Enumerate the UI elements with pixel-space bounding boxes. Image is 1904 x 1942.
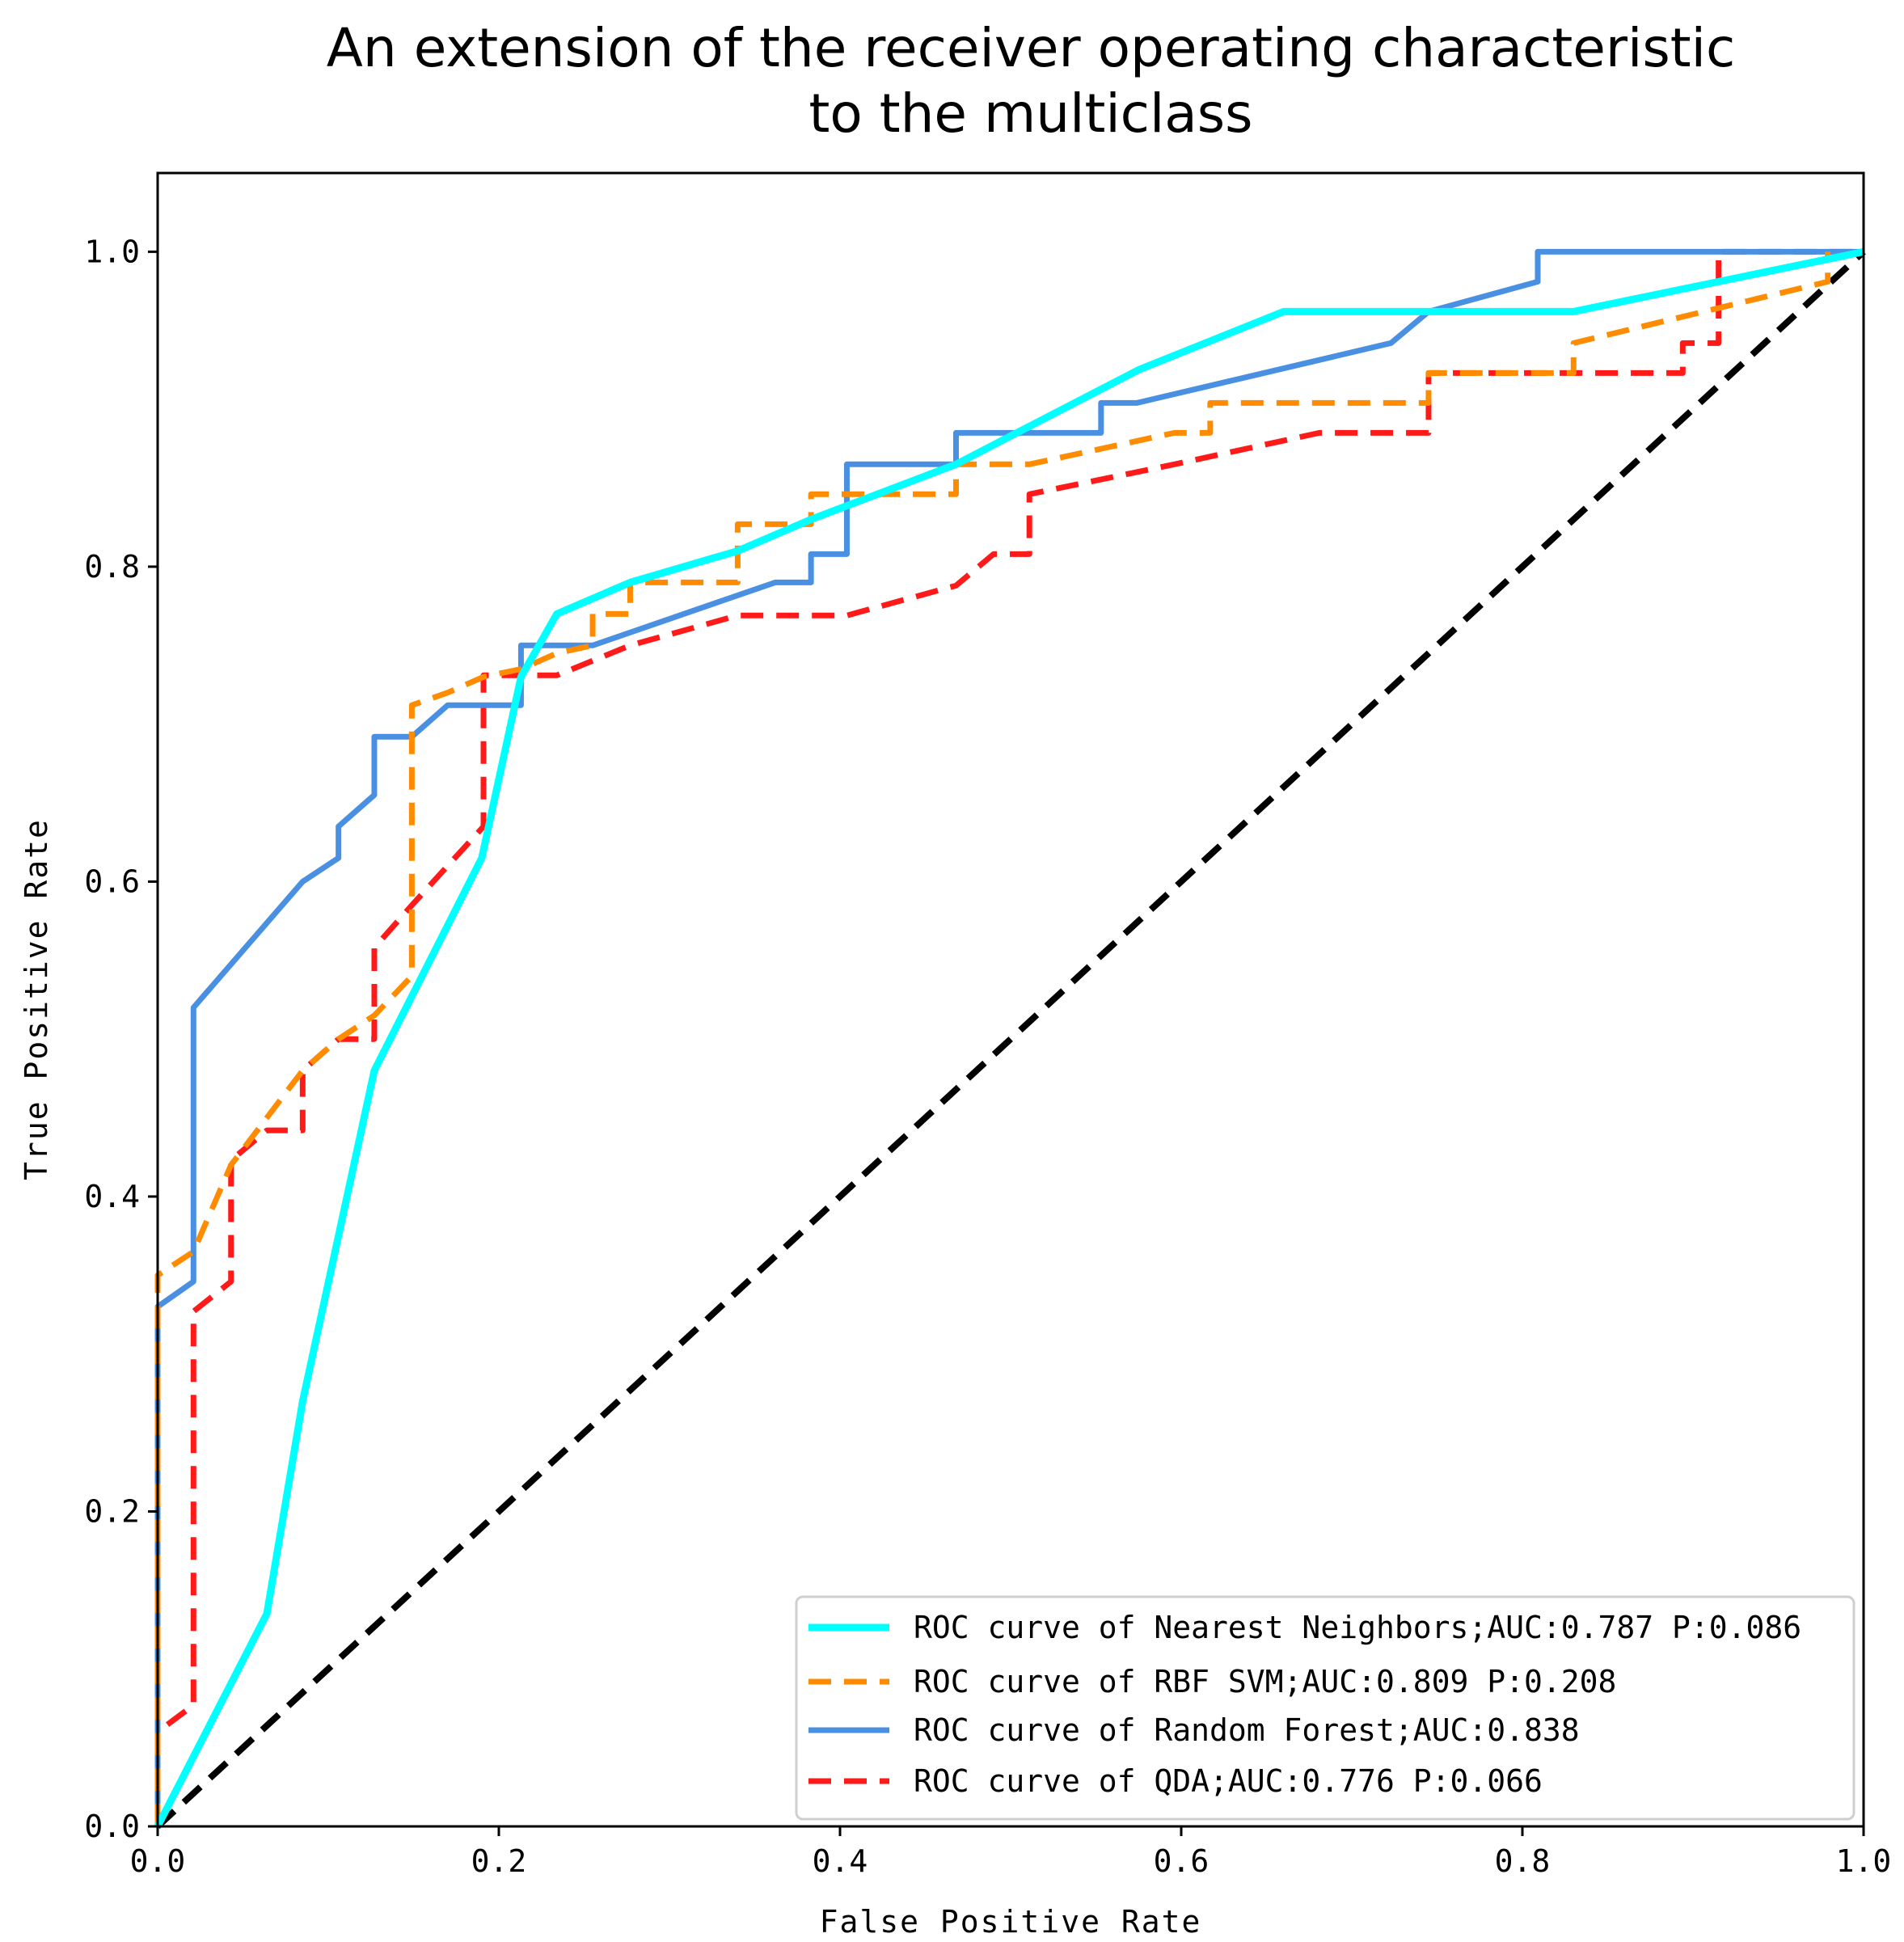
series-layer xyxy=(154,247,1866,1829)
legend-label-1: ROC curve of RBF SVM;AUC:0.809 P:0.208 xyxy=(914,1664,1616,1699)
series-line-2 xyxy=(154,248,1864,1826)
y-tick-label: 1.0 xyxy=(84,234,140,269)
x-axis-label: False Positive Rate xyxy=(820,1904,1202,1940)
chart-title-line-2: to the multiclass xyxy=(808,82,1252,145)
y-tick-label: 0.2 xyxy=(84,1493,140,1529)
y-tick-label: 0.6 xyxy=(84,863,140,899)
x-tick-label: 0.8 xyxy=(1495,1843,1551,1879)
legend-label-0: ROC curve of Nearest Neighbors;AUC:0.787… xyxy=(914,1610,1801,1645)
y-tick-label: 0.0 xyxy=(84,1809,140,1844)
legend-label-2: ROC curve of Random Forest;AUC:0.838 xyxy=(914,1712,1580,1748)
plot-frame xyxy=(156,171,1865,1828)
legend: ROC curve of Nearest Neighbors;AUC:0.787… xyxy=(795,1595,1855,1821)
series-line-1 xyxy=(154,251,1831,1826)
chart-title-line-1: An extension of the receiver operating c… xyxy=(327,17,1736,79)
legend-entries: ROC curve of Nearest Neighbors;AUC:0.787… xyxy=(808,1610,1801,1799)
x-tick-label: 0.4 xyxy=(813,1843,868,1879)
series-line-3 xyxy=(154,248,1864,1826)
x-axis-ticks: 0.0 0.2 0.4 0.6 0.8 1.0 xyxy=(130,1826,1892,1879)
plot-area xyxy=(154,247,1866,1829)
legend-label-3: ROC curve of QDA;AUC:0.776 P:0.066 xyxy=(914,1763,1543,1799)
series-line-0 xyxy=(154,247,1864,1829)
y-axis-label: True Positive Rate xyxy=(19,818,54,1180)
legend-box xyxy=(795,1595,1855,1821)
x-tick-label: 0.2 xyxy=(471,1843,527,1879)
y-tick-label: 0.8 xyxy=(84,549,140,585)
x-tick-label: 0.6 xyxy=(1154,1843,1210,1879)
y-tick-label: 0.4 xyxy=(84,1179,140,1214)
x-tick-label: 0.0 xyxy=(130,1843,186,1879)
y-axis-ticks: 0.0 0.2 0.4 0.6 0.8 1.0 xyxy=(84,234,158,1844)
x-tick-label: 1.0 xyxy=(1836,1843,1892,1879)
chance-diagonal-line xyxy=(155,249,1866,1829)
